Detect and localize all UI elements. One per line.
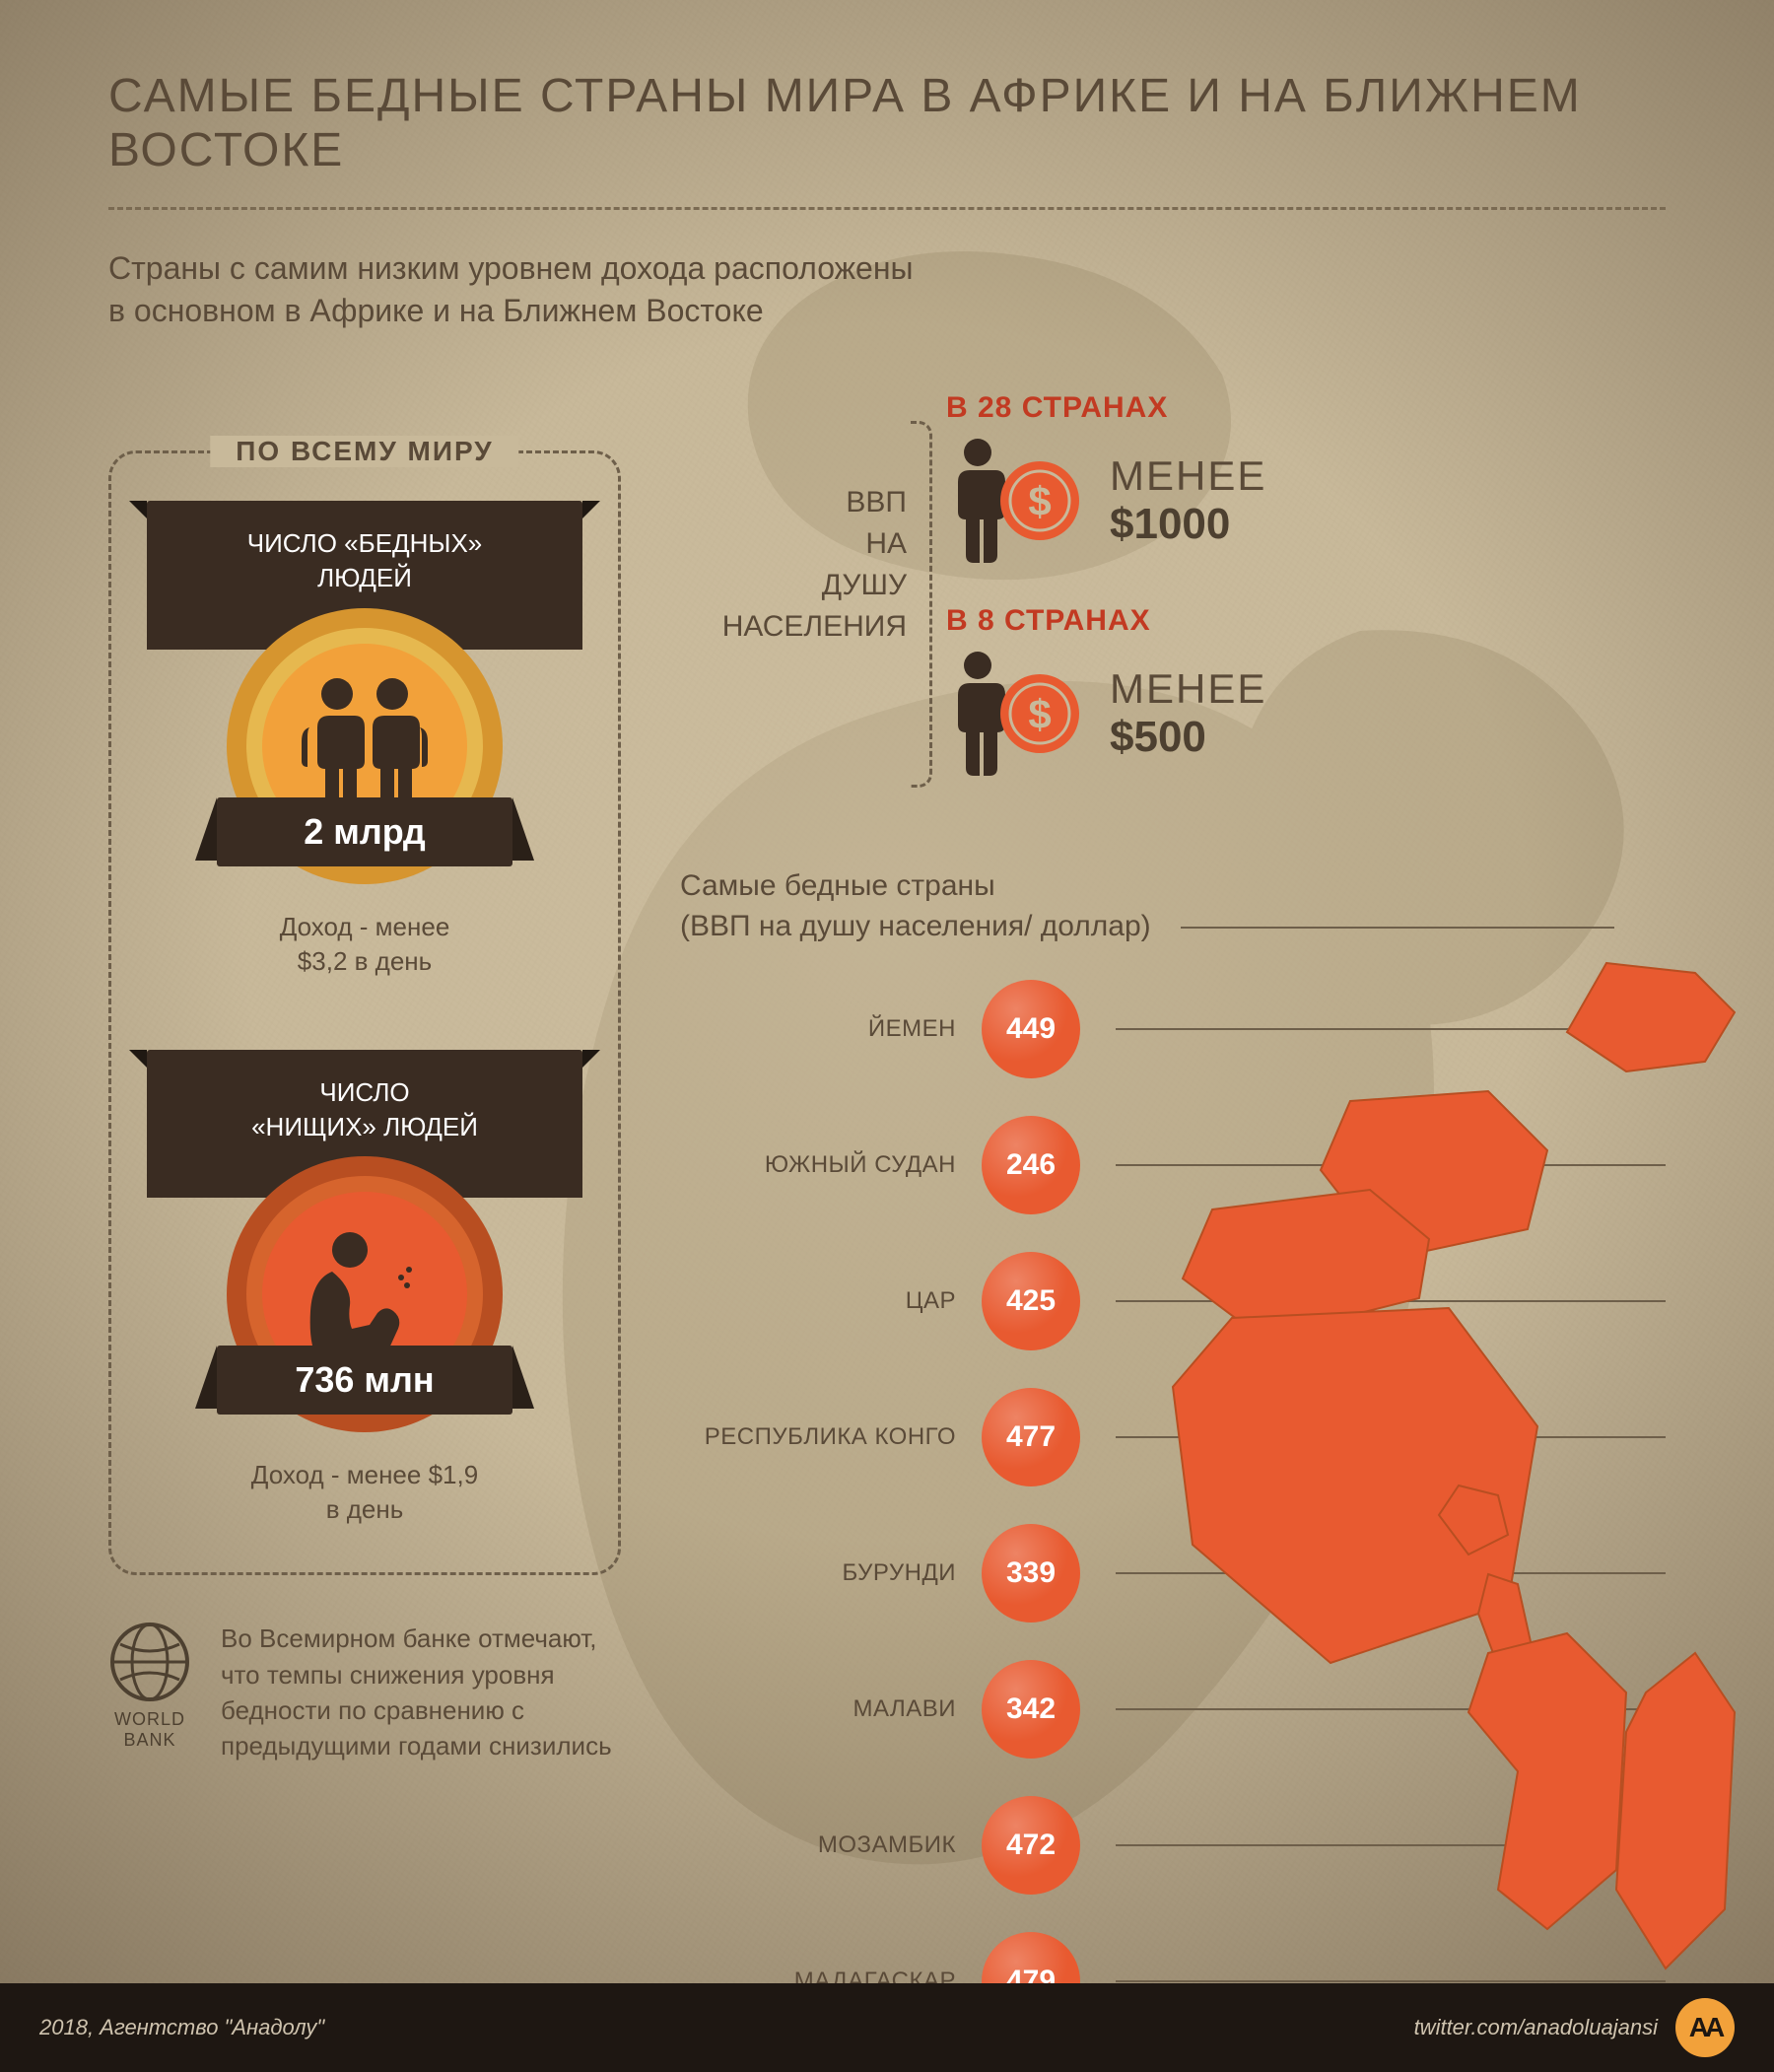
country-count: В 28 СТРАНАХ: [946, 391, 1666, 425]
connector-line: [1116, 1572, 1666, 1574]
value-bubble: 477: [982, 1388, 1080, 1486]
value-bubble: 339: [982, 1524, 1080, 1623]
list-item: ЦАР 425: [680, 1252, 1666, 1350]
less-label: МЕНЕЕ: [1110, 452, 1266, 500]
worldbank-text: Во Всемирном банке отмечают, что темпы с…: [221, 1621, 621, 1764]
stat-value: 736 млн: [217, 1346, 512, 1415]
list-item: БУРУНДИ 339: [680, 1524, 1666, 1623]
worldwide-panel: ПО ВСЕМУ МИРУ ЧИСЛО «БЕДНЫХ» ЛЮДЕЙ: [108, 450, 621, 1575]
divider: [108, 207, 1666, 210]
connector-line: [1116, 1164, 1666, 1166]
footer-right: twitter.com/anadoluajansi: [1414, 2015, 1658, 2040]
footer-left: 2018, Агентство "Анадолу": [39, 2015, 324, 2040]
dollar-coin-icon: $: [997, 458, 1082, 543]
amount-label: $1000: [1110, 500, 1266, 549]
footer: 2018, Агентство "Анадолу" twitter.com/an…: [0, 1983, 1774, 2072]
value-bubble: 449: [982, 980, 1080, 1078]
gdp-item: В 28 СТРАНАХ: [946, 391, 1666, 565]
globe-icon: [108, 1621, 191, 1703]
poorest-heading: Самые бедные страны (ВВП на душу населен…: [680, 866, 1666, 946]
svg-text:$: $: [1028, 478, 1051, 524]
subtitle: Страны с самим низким уровнем дохода рас…: [108, 247, 995, 332]
poorest-countries-list: ЙЕМЕН 449 ЮЖНЫЙ СУДАН 246 ЦАР 425 РЕСПУБ…: [680, 980, 1666, 2031]
stat-card-destitute: ЧИСЛО «НИЩИХ» ЛЮДЕЙ: [147, 1050, 582, 1527]
dollar-coin-icon: $: [997, 671, 1082, 756]
value-bubble: 246: [982, 1116, 1080, 1214]
list-item: МОЗАМБИК 472: [680, 1796, 1666, 1895]
stat-caption: Доход - менее $3,2 в день: [147, 910, 582, 979]
value-bubble: 425: [982, 1252, 1080, 1350]
connector-line: [1116, 1436, 1666, 1438]
connector-line: [1116, 1028, 1666, 1030]
worldbank-note: WORLD BANK Во Всемирном банке отмечают, …: [108, 1621, 621, 1764]
connector-line: [1116, 1708, 1666, 1710]
less-label: МЕНЕЕ: [1110, 665, 1266, 713]
gdp-per-capita-block: ВВП НА ДУШУ НАСЕЛЕНИЯ В 28 СТРАНАХ: [680, 391, 1666, 778]
worldwide-heading: ПО ВСЕМУ МИРУ: [210, 436, 518, 467]
anadolu-logo-icon: AA: [1675, 1998, 1735, 2057]
value-bubble: 342: [982, 1660, 1080, 1759]
svg-text:$: $: [1028, 691, 1051, 737]
connector-line: [1116, 1300, 1666, 1302]
gdp-label: ВВП НА ДУШУ НАСЕЛЕНИЯ: [680, 391, 907, 778]
worldbank-title: WORLD BANK: [108, 1709, 191, 1751]
list-item: ЮЖНЫЙ СУДАН 246: [680, 1116, 1666, 1214]
amount-label: $500: [1110, 713, 1266, 762]
list-item: РЕСПУБЛИКА КОНГО 477: [680, 1388, 1666, 1486]
connector-line: [1116, 1844, 1666, 1846]
value-bubble: 472: [982, 1796, 1080, 1895]
stat-value: 2 млрд: [217, 797, 512, 866]
gdp-item: В 8 СТРАНАХ: [946, 604, 1666, 778]
page-title: САМЫЕ БЕДНЫЕ СТРАНЫ МИРА В АФРИКЕ И НА Б…: [108, 69, 1666, 177]
list-item: МАЛАВИ 342: [680, 1660, 1666, 1759]
stat-caption: Доход - менее $1,9 в день: [147, 1458, 582, 1527]
list-item: ЙЕМЕН 449: [680, 980, 1666, 1078]
country-count: В 8 СТРАНАХ: [946, 604, 1666, 638]
stat-card-poor: ЧИСЛО «БЕДНЫХ» ЛЮДЕЙ: [147, 501, 582, 978]
